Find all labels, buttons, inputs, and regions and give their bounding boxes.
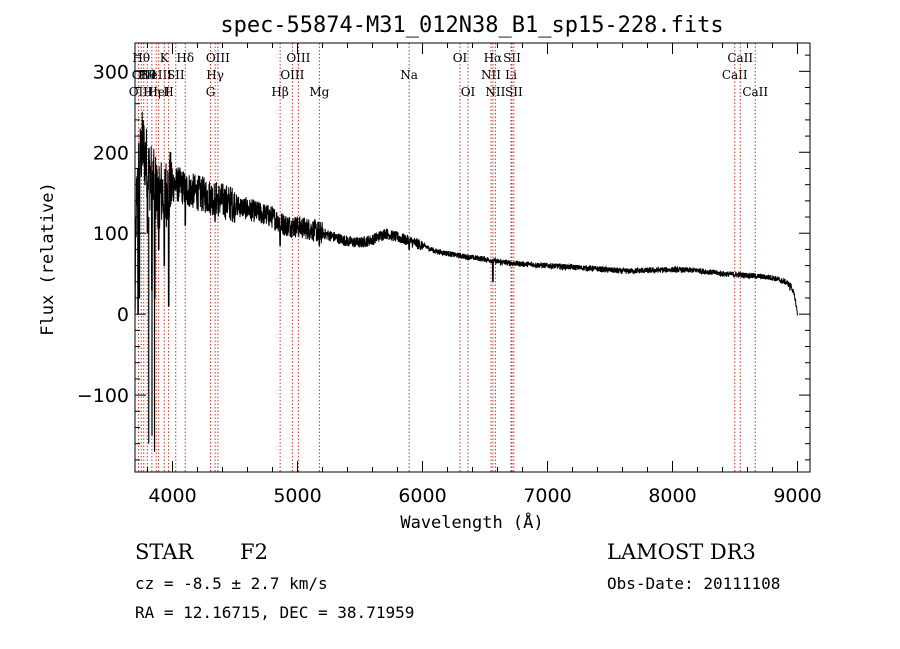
redshift-text: cz = -8.5 ± 2.7 km/s [135, 574, 328, 593]
line-label: Hθ [132, 51, 150, 65]
x-axis: 4000 5000 6000 7000 8000 9000 [147, 43, 822, 507]
object-class: STAR [135, 540, 194, 564]
line-label: K [160, 51, 170, 65]
series-group [134, 111, 798, 452]
y-axis: −100 0 100 200 300 [77, 54, 810, 461]
line-label: CaII [742, 85, 768, 99]
line-label: OI [453, 51, 468, 65]
line-label: Li [505, 68, 517, 82]
line-label: NII [481, 68, 501, 82]
line-label: Hα [484, 51, 503, 65]
line-label: CaII [727, 51, 753, 65]
y-tick-label: 100 [93, 223, 129, 245]
spectrum-line [134, 111, 798, 316]
y-tick-label: 300 [93, 61, 129, 83]
line-label: OIII [286, 51, 310, 65]
line-label: H [163, 85, 173, 99]
object-subclass: F2 [240, 540, 268, 564]
survey-name: LAMOST DR3 [607, 540, 756, 564]
chart-title: spec-55874-M31_012N38_B1_sp15-228.fits [220, 13, 723, 38]
line-label: Hβ [271, 85, 288, 99]
x-tick-label: 8000 [648, 485, 696, 507]
coordinates-text: RA = 12.16715, DEC = 38.71959 [135, 603, 415, 622]
spectral-line-markers: OIIHθOIIIHθHηNeIIIHeIKHSIIHδGHγOIIIHβOII… [129, 43, 768, 472]
y-tick-label: 200 [93, 142, 129, 164]
line-label: Na [400, 68, 418, 82]
x-axis-label: Wavelength (Å) [400, 511, 543, 533]
line-label: G [206, 85, 216, 99]
line-label: NII [485, 85, 505, 99]
line-label: CaII [722, 68, 748, 82]
line-label: Hδ [176, 51, 194, 65]
y-axis-label: Flux (relative) [38, 182, 58, 336]
y-tick-label: −100 [77, 385, 129, 407]
x-tick-label: 5000 [273, 485, 321, 507]
line-label: Mg [309, 85, 329, 99]
line-label: SII [505, 85, 523, 99]
line-label: OIII [280, 68, 304, 82]
line-label: SII [167, 68, 185, 82]
y-tick-label: 0 [117, 304, 129, 326]
line-label: SII [503, 51, 521, 65]
obs-date-text: Obs-Date: 20111108 [607, 574, 781, 593]
line-label: OIII [206, 51, 230, 65]
x-tick-label: 9000 [773, 485, 821, 507]
x-tick-label: 7000 [523, 485, 571, 507]
x-tick-label: 6000 [398, 485, 446, 507]
line-label: OI [461, 85, 476, 99]
x-tick-label: 4000 [148, 485, 196, 507]
line-label: Hγ [206, 68, 224, 82]
